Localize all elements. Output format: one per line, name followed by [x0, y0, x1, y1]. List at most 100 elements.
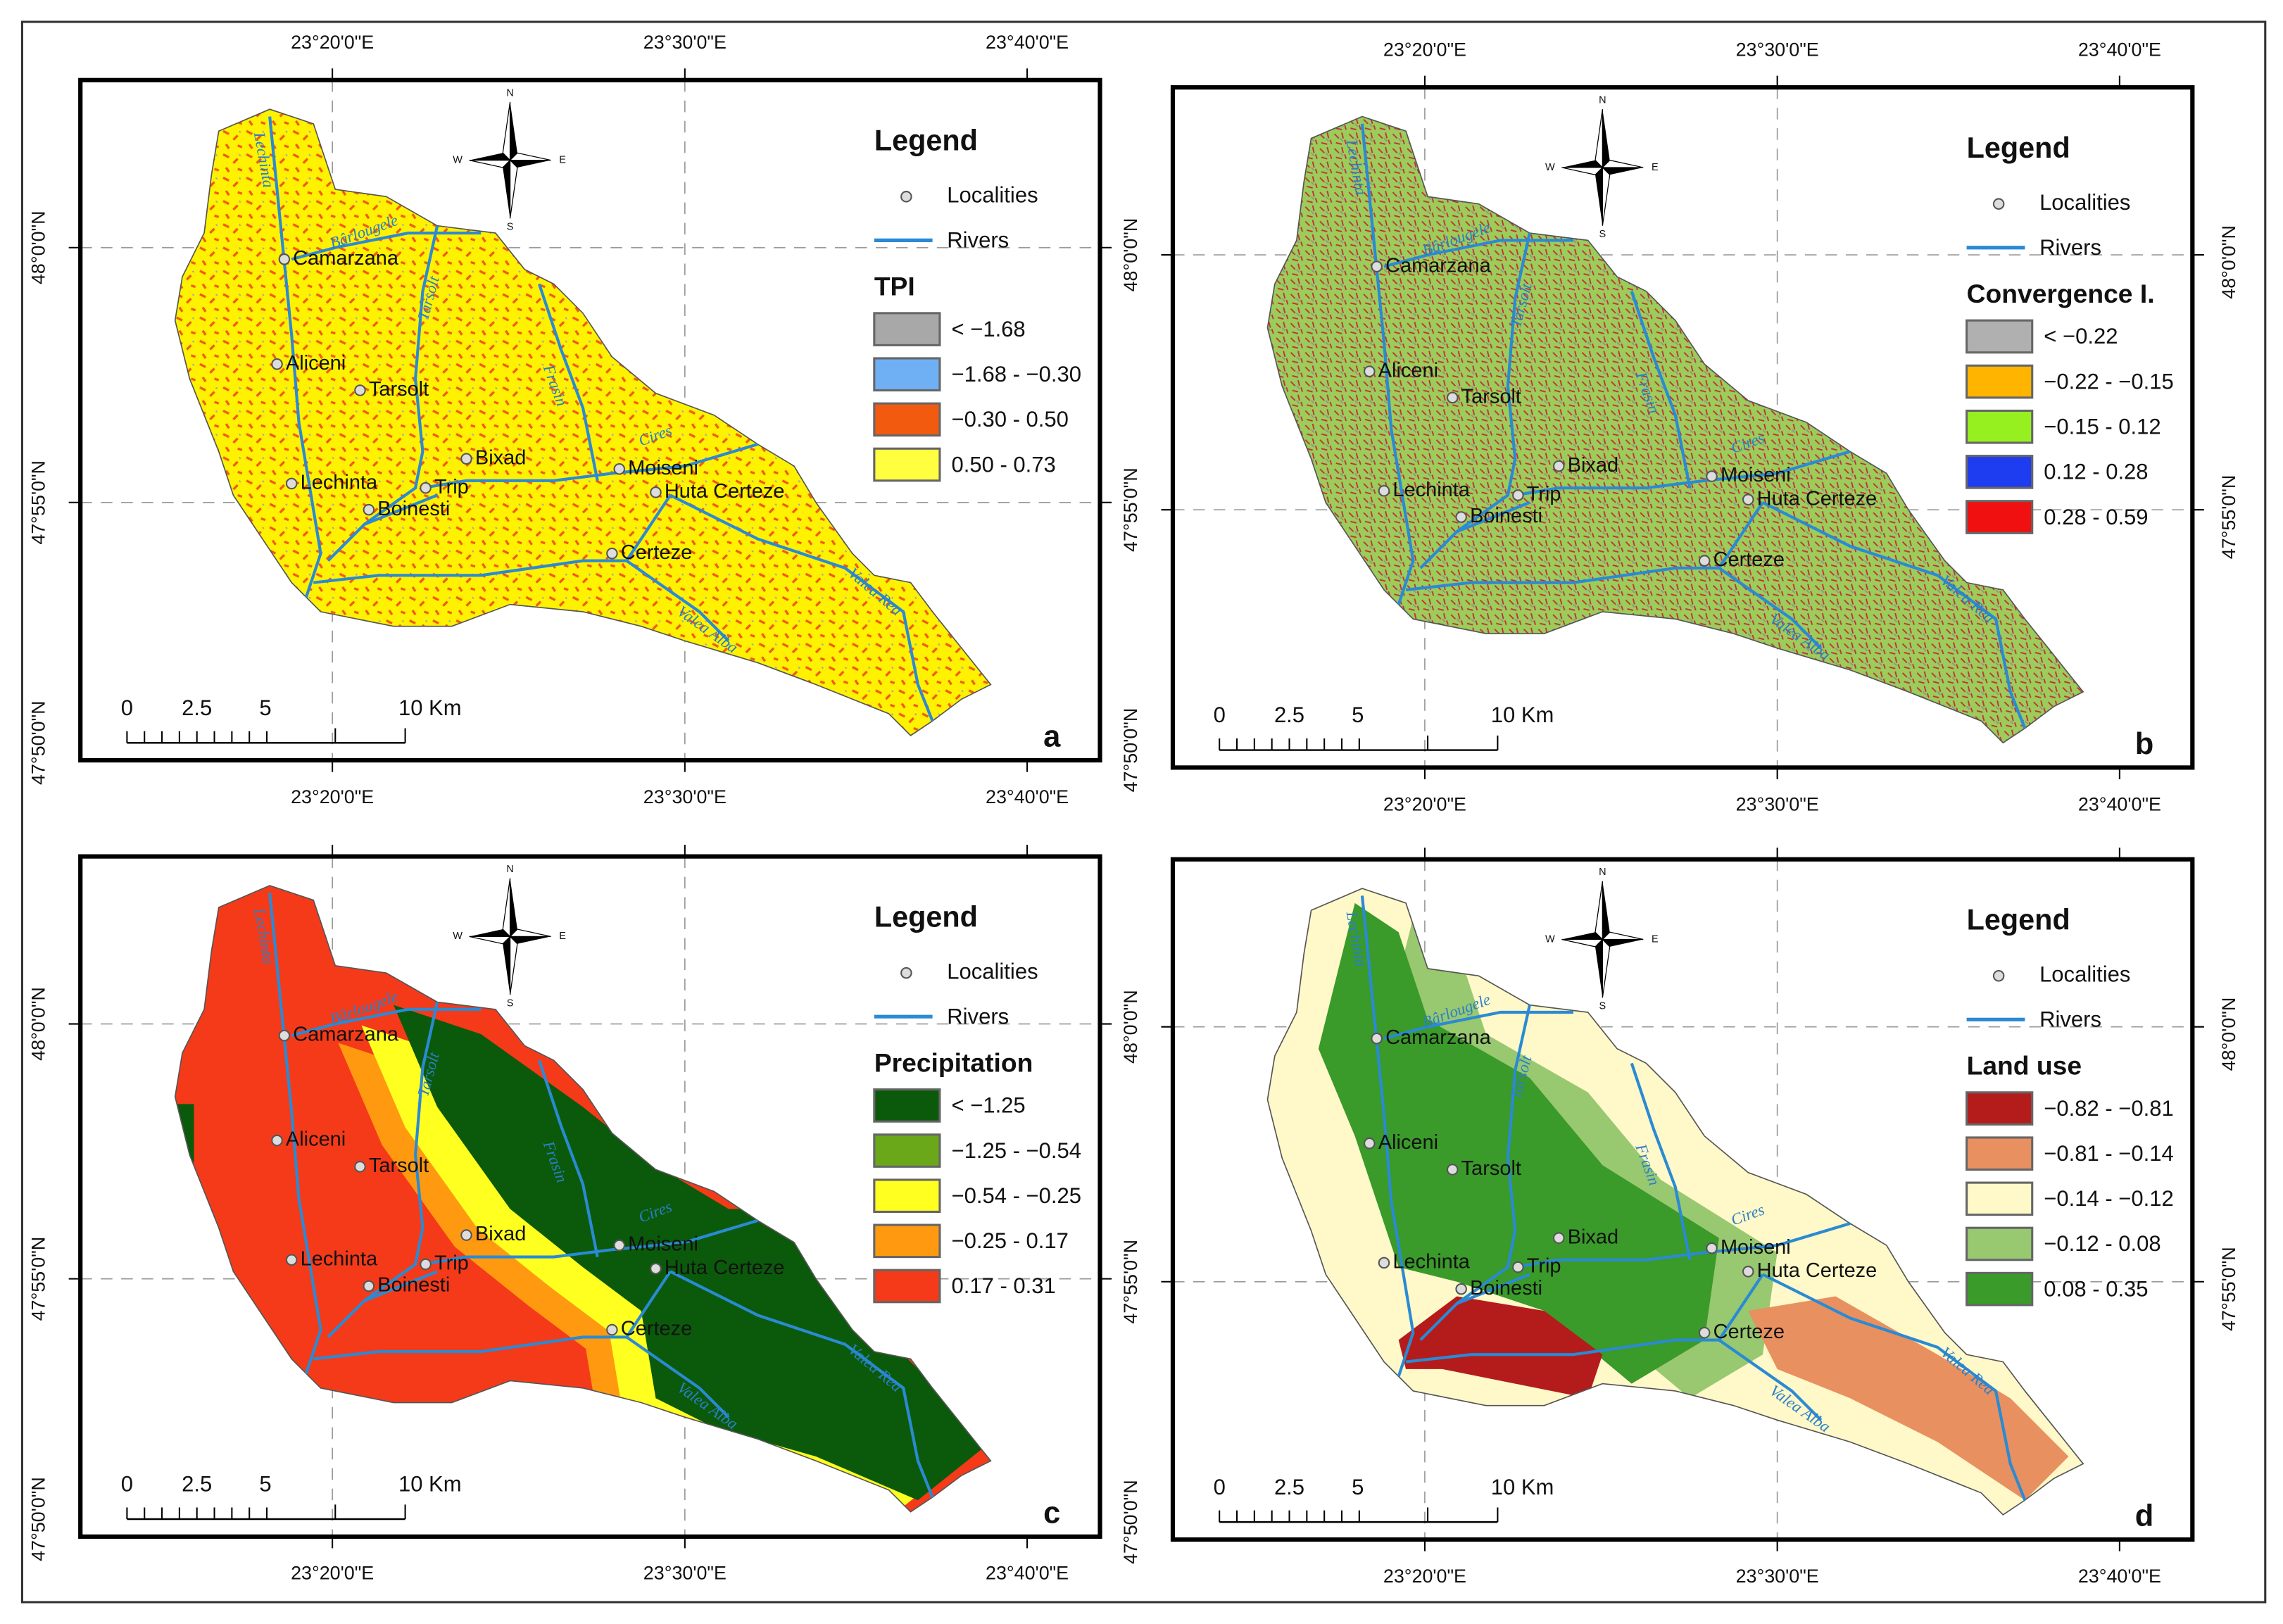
precip-zone: [394, 1005, 991, 1501]
longitude-label: 23°20'0"E: [1383, 1566, 1466, 1587]
legend-swatch: [1966, 455, 2034, 489]
river: [422, 443, 758, 490]
locality-dot: [606, 1323, 618, 1336]
compass-star: [1561, 167, 1604, 175]
river: [268, 116, 322, 598]
locality-label: Moiseni: [1721, 464, 1791, 486]
locality-label: Aliceni: [1378, 359, 1438, 382]
river: [363, 1270, 438, 1302]
latitude-label: 47°55'0"N: [1120, 1240, 1141, 1324]
river: [1718, 1338, 1823, 1421]
legend-title: Legend: [874, 901, 978, 933]
compass-e: E: [559, 931, 566, 942]
latitude-label: 48°0'0"N: [2218, 997, 2239, 1071]
locality-dot: [613, 1239, 626, 1252]
compass-star: [509, 929, 551, 938]
locality-label: Aliceni: [1378, 1131, 1438, 1154]
locality-dot: [363, 1280, 375, 1292]
basin-outline: [174, 885, 992, 1513]
river: [313, 494, 672, 584]
legend-swatch: [1966, 409, 2034, 444]
legend-swatch: [1966, 1271, 2034, 1307]
locality-label: Camarzana: [293, 247, 399, 270]
compass-star: [1595, 167, 1603, 226]
map-panel: LechintaBârlougeleTarsoltFrasinCiresVale…: [1120, 848, 2239, 1587]
locality-dot: [1364, 365, 1376, 377]
river: [669, 1270, 934, 1498]
legend-swatch: [1966, 1136, 2034, 1171]
longitude-label: 23°40'0"E: [2078, 39, 2161, 61]
legend-swatch: [873, 1223, 941, 1259]
compass-star: [509, 152, 551, 161]
locality-label: Boinesti: [1470, 505, 1542, 527]
basin-outline: [1266, 888, 2084, 1516]
panel-letter: b: [2135, 727, 2154, 761]
latitude-label: 47°55'0"N: [2218, 1247, 2239, 1331]
legend-swatch: [1966, 500, 2034, 534]
locality-dot: [1706, 1242, 1718, 1254]
locality-dot: [1706, 470, 1718, 482]
basin-outline: [174, 108, 992, 736]
locality-label: Trip: [434, 1252, 469, 1275]
scale-label: 2.5: [1274, 1475, 1304, 1499]
locality-dot: [420, 1258, 432, 1271]
river: [1405, 1273, 1764, 1364]
basin-layer: [1267, 888, 2084, 1515]
legend-localities: Localities: [2039, 962, 2130, 986]
compass-star: [1561, 160, 1603, 168]
map-panel: LechintaBârlougeleTarsoltFrasinCiresVale…: [27, 845, 1112, 1584]
compass-star: [1602, 109, 1610, 168]
compass-star: [1561, 932, 1603, 940]
legend-class-label: < −0.22: [2044, 324, 2118, 348]
locality-label: Trip: [434, 476, 469, 498]
locality-label: Bixad: [1568, 1226, 1618, 1248]
legend-class-label: 0.12 - 0.28: [2044, 460, 2148, 484]
latitude-label: 48°0'0"N: [1120, 990, 1141, 1064]
compass-star: [510, 936, 551, 944]
legend-swatch: [873, 357, 941, 392]
river: [537, 283, 599, 481]
map-panel: LechintaBârlougeleTarsoltFrasinCiresVale…: [1120, 39, 2239, 815]
locality-dot: [1512, 489, 1524, 501]
scale-label: 10 Km: [398, 1472, 462, 1497]
compass-star: [510, 160, 551, 168]
locality-label: Huta Certeze: [1757, 1259, 1878, 1282]
latitude-label: 47°55'0"N: [27, 460, 49, 545]
legend-locality-dot: [1992, 198, 2005, 210]
longitude-label: 23°20'0"E: [291, 786, 374, 807]
river: [1718, 567, 1823, 650]
latitude-label: 48°0'0"N: [27, 210, 49, 284]
latitude-label: 48°0'0"N: [1120, 218, 1141, 292]
legend-title: Legend: [1967, 132, 2070, 164]
compass-w: W: [453, 154, 463, 165]
river: [1762, 501, 2027, 729]
longitude-label: 23°20'0"E: [1383, 39, 1466, 61]
locality-dot: [278, 1029, 291, 1042]
river: [291, 231, 482, 261]
longitude-label: 23°40'0"E: [2078, 793, 2161, 814]
locality-dot: [285, 477, 298, 490]
river: [1630, 291, 1692, 489]
locality-dot: [1455, 511, 1467, 523]
locality-dot: [1455, 1283, 1467, 1295]
map-frame: [1170, 857, 2195, 1542]
locality-dot: [460, 1229, 472, 1241]
legend-swatch: [1966, 1226, 2034, 1261]
latitude-label: 48°0'0"N: [27, 987, 49, 1061]
compass-star: [510, 101, 517, 160]
latitude-label: 47°50'0"N: [27, 700, 49, 785]
longitude-label: 23°20'0"E: [1383, 793, 1466, 814]
scale-label: 5: [1352, 703, 1364, 727]
legend-title: Legend: [1967, 904, 2070, 936]
locality-dot: [1364, 1137, 1376, 1150]
legend-class-label: −0.82 - −0.81: [2044, 1096, 2174, 1121]
legend-swatch: [1966, 319, 2034, 354]
compass-n: N: [506, 864, 513, 875]
panel-letter: c: [1043, 1496, 1060, 1530]
locality-label: Camarzana: [1385, 1026, 1492, 1049]
locality-label: Boinesti: [1470, 1277, 1542, 1299]
compass-star: [1595, 939, 1603, 998]
latitude-label: 47°50'0"N: [1120, 708, 1141, 793]
legend-class-label: < −1.25: [951, 1093, 1025, 1118]
river: [1630, 1062, 1692, 1261]
